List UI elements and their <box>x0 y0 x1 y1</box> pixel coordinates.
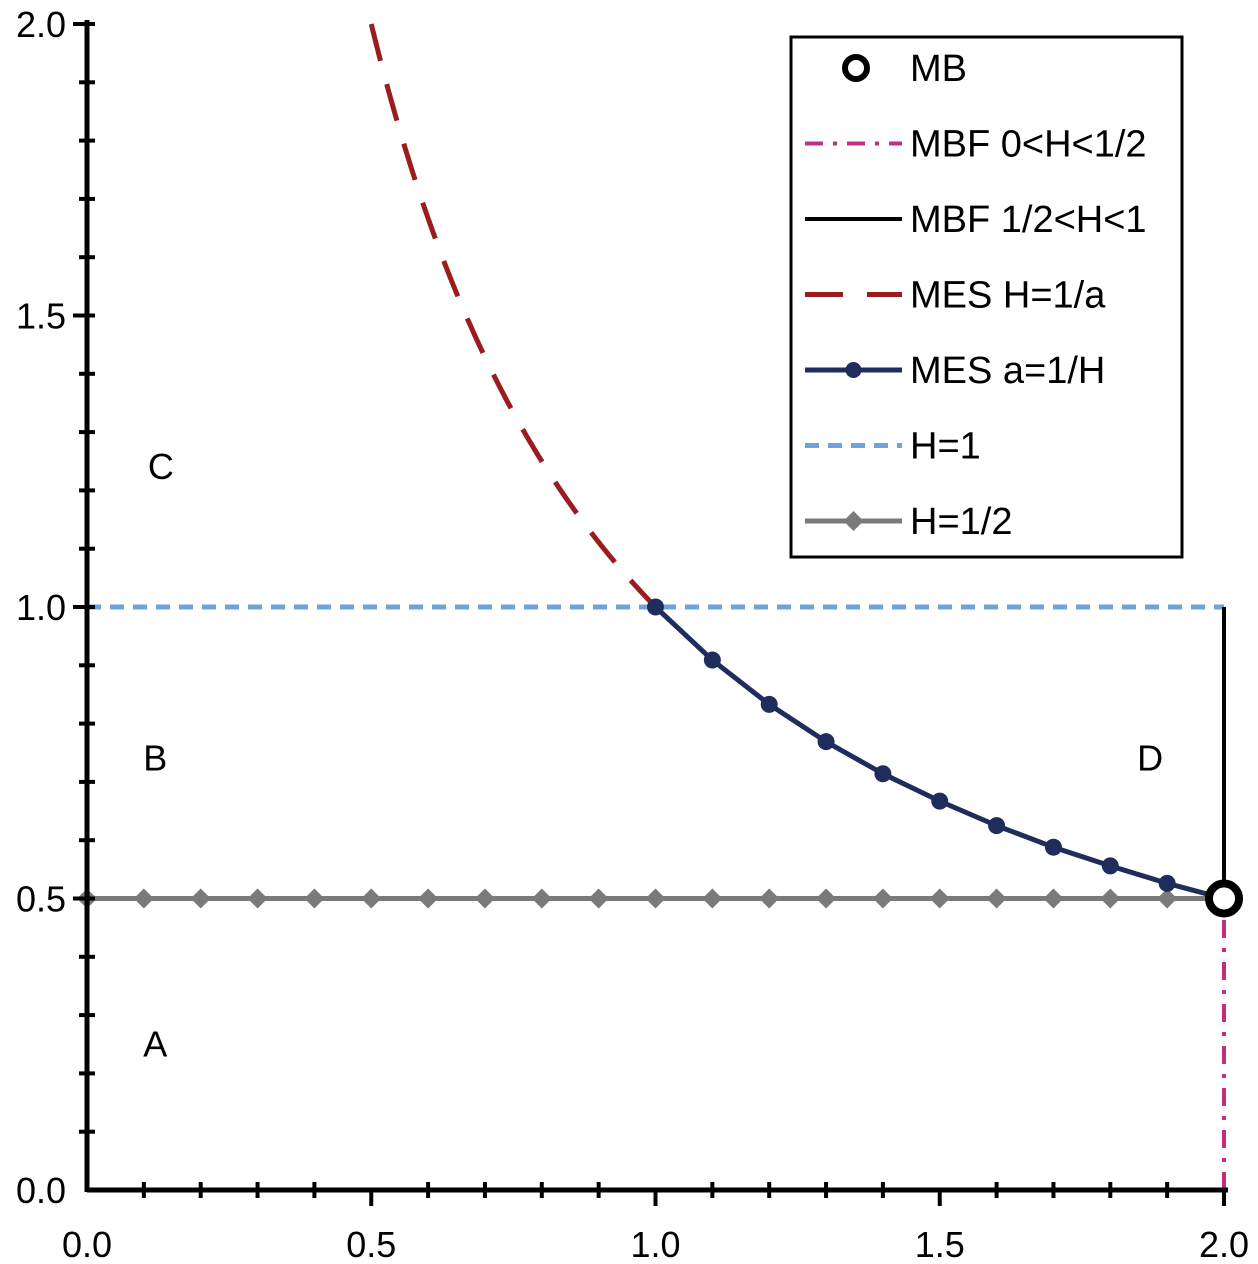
series-h-1-2-point <box>986 888 1007 909</box>
legend-item-mbf-1-2-h-1: MBF 1/2<H<1 <box>805 199 1147 241</box>
series-h-1-2-point <box>133 888 154 909</box>
x-tick-label: 1.5 <box>915 1224 965 1264</box>
series-h-1-2-point <box>474 888 495 909</box>
series-mes-h-1-a-line <box>368 23 658 609</box>
series-h-1-2-point <box>759 888 780 909</box>
legend-item-h-1-2-marker <box>843 511 864 531</box>
legend-item-h-1-2-label: H=1/2 <box>910 501 1012 543</box>
legend-item-h-1-2: H=1/2 <box>805 501 1012 543</box>
legend-item-mbf-0-h-1-2-label: MBF 0<H<1/2 <box>910 124 1147 166</box>
series-h-1-2-point <box>418 888 439 909</box>
series-mes-a-1-h-point <box>1101 857 1119 875</box>
series-mb <box>1205 879 1243 918</box>
x-tick-label: 0.5 <box>346 1224 396 1264</box>
x-tick-label: 0.0 <box>62 1224 112 1264</box>
series-h-1-2-point <box>304 888 325 909</box>
y-tick-label: 1.5 <box>16 296 66 337</box>
region-annotations: A B C D <box>143 446 1163 1064</box>
legend-item-mbf-0-h-1-2: MBF 0<H<1/2 <box>805 124 1147 166</box>
legend-item-mbf-1-2-h-1-label: MBF 1/2<H<1 <box>910 199 1147 241</box>
legend: MB MBF 0<H<1/2 MBF 1/2<H<1 MES H=1/a MES a=1… <box>789 35 1184 559</box>
region-label-d: D <box>1137 738 1163 779</box>
series-mes-a-1-h-point <box>1044 838 1062 856</box>
y-tick-label: 0.5 <box>16 879 66 920</box>
series-mes-a-1-h-point <box>760 695 778 713</box>
series-h-1-2-point <box>816 888 837 909</box>
y-tick-label: 1.0 <box>16 587 66 628</box>
series-mes-a-1-h-point <box>703 651 721 669</box>
series-h-1-2-point <box>1100 888 1121 909</box>
x-tick-label: 1.0 <box>630 1224 680 1264</box>
y-tick-label: 0.0 <box>16 1170 66 1211</box>
series-h-1-2-point <box>190 888 211 909</box>
series-h-1-2-point <box>361 888 382 909</box>
series-h-1-2-point <box>1157 888 1178 909</box>
legend-item-mes-a-1-h-label: MES a=1/H <box>910 350 1105 392</box>
series-h-1-2-point <box>531 888 552 909</box>
region-label-a: A <box>143 1023 167 1064</box>
legend-box <box>789 35 1184 559</box>
series-h-1-2-point <box>702 888 723 909</box>
series-mes-a-1-h-point <box>931 792 949 810</box>
series-h-1-2-point <box>645 888 666 909</box>
legend-item-h-1: H=1 <box>805 426 981 468</box>
legend-item-mes-a-1-h: MES a=1/H <box>805 350 1105 392</box>
series-mes-a-1-h-point <box>874 765 892 783</box>
region-label-c: C <box>148 446 174 487</box>
series-mes-a-1-h-point <box>1158 874 1176 892</box>
legend-item-mb: MB <box>842 48 967 90</box>
series-mes-a-1-h-point <box>647 598 664 616</box>
axes: 0.0 0.5 1.0 1.5 2.0 0.0 0.5 1.0 1.5 2.0 <box>16 4 1249 1264</box>
legend-item-mes-h-1-a-label: MES H=1/a <box>910 275 1106 317</box>
legend-item-mb-label: MB <box>910 48 967 90</box>
region-label-b: B <box>143 738 167 779</box>
y-tick-label: 2.0 <box>16 4 66 45</box>
series-h-1-2-point <box>588 888 609 909</box>
x-tick-label: 2.0 <box>1199 1224 1249 1264</box>
legend-item-h-1-label: H=1 <box>910 426 981 468</box>
legend-item-mb-marker <box>842 54 870 82</box>
plot-lines <box>77 23 1243 1190</box>
series-mes-a-1-h-point <box>988 817 1006 835</box>
legend-item-mes-a-1-h-marker <box>845 362 862 378</box>
series-mes-h-1-a <box>368 23 658 609</box>
series-h-1-2-point <box>247 888 268 909</box>
legend-item-mes-h-1-a: MES H=1/a <box>805 275 1106 317</box>
series-h-1-2-point <box>872 888 893 909</box>
series-h-1-2-point <box>1043 888 1064 909</box>
series-h-1-2 <box>77 888 1234 909</box>
series-mes-a-1-h-point <box>817 733 835 751</box>
series-mb-point <box>1205 879 1243 918</box>
series-h-1-2-point <box>929 888 950 909</box>
